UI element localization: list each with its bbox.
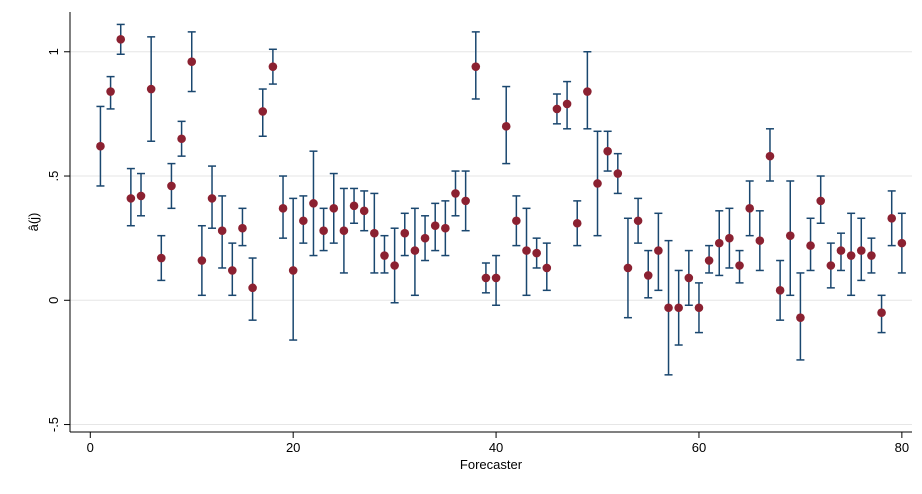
data-point	[177, 134, 186, 144]
data-point	[451, 189, 460, 198]
data-point	[380, 251, 389, 260]
data-point	[674, 303, 683, 313]
x-tick-label: 40	[489, 440, 503, 455]
data-point	[410, 246, 420, 255]
data-point	[887, 213, 897, 223]
data-point	[420, 233, 430, 243]
data-point	[339, 226, 349, 235]
data-point	[197, 256, 207, 265]
data-point	[583, 87, 592, 96]
data-point	[329, 204, 339, 213]
data-point	[309, 199, 318, 208]
data-point	[704, 256, 714, 265]
data-point	[796, 313, 805, 322]
x-tick-label: 60	[692, 440, 706, 455]
data-point	[785, 231, 795, 240]
data-point	[806, 241, 815, 250]
data-point	[319, 226, 328, 235]
x-tick-label: 20	[286, 440, 300, 455]
data-point	[146, 84, 156, 94]
data-point	[532, 248, 541, 258]
data-point	[714, 238, 724, 248]
data-point	[96, 141, 105, 151]
data-point	[735, 261, 744, 270]
data-point	[481, 273, 491, 283]
data-point	[238, 223, 247, 233]
data-point	[187, 57, 197, 67]
data-point	[623, 263, 633, 273]
data-point	[461, 196, 470, 206]
data-point	[897, 238, 907, 248]
data-point	[370, 228, 379, 238]
data-point	[501, 122, 511, 131]
data-point	[441, 223, 450, 233]
data-point	[562, 99, 572, 109]
data-point	[390, 261, 399, 270]
axes: -.5 0 .5 1 0 20 40 60 80	[46, 12, 912, 455]
data-point	[217, 226, 227, 235]
data-point	[572, 218, 582, 228]
y-tick-label: 1	[46, 48, 61, 55]
data-point	[745, 204, 754, 213]
data-point	[299, 216, 308, 226]
gridlines	[70, 51, 912, 426]
y-tick-label: .5	[46, 171, 61, 182]
data-point	[106, 87, 115, 96]
data-point	[775, 286, 785, 295]
data-point	[349, 201, 359, 211]
data-point	[552, 104, 562, 114]
data-point	[603, 146, 612, 156]
data-point	[268, 62, 278, 71]
data-point	[288, 266, 298, 275]
data-point	[613, 169, 623, 178]
data-point	[278, 204, 288, 213]
data-point	[765, 151, 775, 161]
error-bars	[96, 23, 906, 376]
data-point	[593, 179, 602, 188]
data-point	[167, 181, 176, 191]
x-axis-title: Forecaster	[460, 457, 523, 472]
data-point	[725, 233, 734, 243]
data-point	[359, 206, 369, 216]
data-point	[136, 191, 146, 201]
y-tick-label: -.5	[46, 417, 61, 432]
data-point	[157, 253, 166, 263]
data-point	[877, 308, 886, 318]
x-tick-label: 80	[895, 440, 909, 455]
data-point	[228, 266, 237, 275]
data-point	[836, 246, 846, 255]
data-point	[654, 246, 663, 255]
data-point	[846, 251, 856, 260]
data-point	[400, 228, 410, 238]
data-point	[430, 221, 440, 231]
data-points	[96, 35, 907, 322]
data-point	[248, 283, 257, 293]
data-point	[755, 236, 765, 245]
data-point	[207, 194, 217, 203]
data-point	[258, 107, 268, 116]
data-point	[522, 246, 531, 255]
data-point	[633, 216, 643, 226]
data-point	[512, 216, 521, 226]
data-point	[684, 273, 694, 283]
x-tick-label: 0	[87, 440, 94, 455]
data-point	[694, 303, 704, 313]
data-point	[471, 62, 481, 71]
data-point	[116, 35, 126, 44]
data-point	[643, 271, 653, 280]
y-tick-label: 0	[46, 297, 61, 304]
data-point	[867, 251, 876, 260]
data-point	[664, 303, 673, 313]
y-axis-title: â(j)	[26, 213, 41, 232]
data-point	[826, 261, 836, 270]
data-point	[126, 194, 136, 203]
data-point	[856, 246, 866, 255]
data-point	[491, 273, 501, 283]
data-point	[542, 263, 552, 273]
data-point	[816, 196, 825, 206]
